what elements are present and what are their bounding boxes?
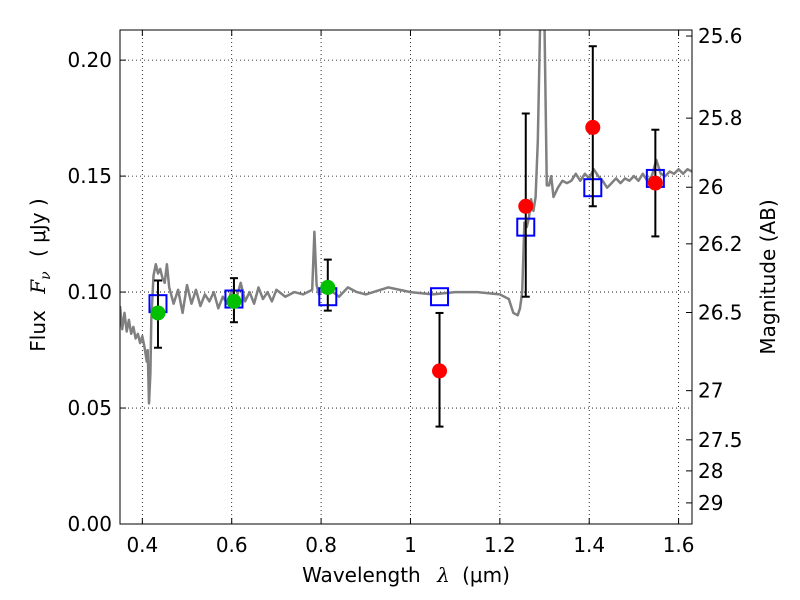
photometry-point	[585, 119, 601, 135]
y-label-unit: ( μJy )	[26, 198, 50, 257]
y-label-subscript: ν	[38, 271, 54, 280]
photometry-point	[320, 279, 336, 295]
x-tick-label: 1.2	[484, 533, 516, 557]
right-tick-label: 27.5	[698, 428, 743, 452]
y-tick-label: 0.05	[67, 396, 112, 420]
spectrum-line	[120, 30, 692, 405]
ticks: 0.4 0.6 0.8 1 1.2 1.4 1.6 0.00 0.05 0.10 0.15 0.20 2…	[67, 24, 742, 557]
right-tick-label: 26	[698, 175, 723, 199]
right-tick-label: 26.2	[698, 232, 743, 256]
y-tick-label: 0.15	[67, 164, 112, 188]
right-tick-label: 25.6	[698, 24, 743, 48]
photometry-point	[518, 198, 534, 214]
y-tick-label: 0.20	[67, 48, 112, 72]
x-axis-label: Wavelength λ (μm)	[302, 563, 510, 587]
right-tick-label: 27	[698, 379, 723, 403]
x-label-unit: (μm)	[462, 563, 510, 587]
plot-frame	[119, 29, 693, 525]
x-label-symbol: λ	[436, 563, 450, 587]
right-tick-label: 26.5	[698, 300, 743, 324]
photometry-point	[226, 293, 242, 309]
model-photometry-square	[430, 287, 450, 307]
x-tick-label: 0.8	[305, 533, 337, 557]
right-axis-label: Magnitude (AB)	[756, 199, 780, 354]
y-tick-label: 0.00	[67, 512, 112, 536]
x-tick-label: 1.6	[663, 533, 695, 557]
photometry-point	[432, 363, 448, 379]
right-tick-label: 29	[698, 491, 723, 515]
x-tick-label: 1	[404, 533, 417, 557]
y-label-prefix: Flux	[26, 310, 50, 352]
right-tick-label: 28	[698, 459, 723, 483]
y-label-symbol: F	[26, 279, 50, 295]
y-tick-label: 0.10	[67, 280, 112, 304]
plot-background	[120, 30, 692, 524]
x-tick-label: 1.4	[573, 533, 605, 557]
photometry-point	[647, 175, 663, 191]
photometry-point	[150, 305, 166, 321]
y-axis-label: Flux Fν ( μJy )	[26, 198, 55, 351]
right-tick-label: 25.8	[698, 106, 743, 130]
error-bars	[150, 45, 663, 428]
x-tick-label: 0.6	[216, 533, 248, 557]
x-tick-label: 0.4	[126, 533, 158, 557]
x-label-prefix: Wavelength	[302, 563, 421, 587]
